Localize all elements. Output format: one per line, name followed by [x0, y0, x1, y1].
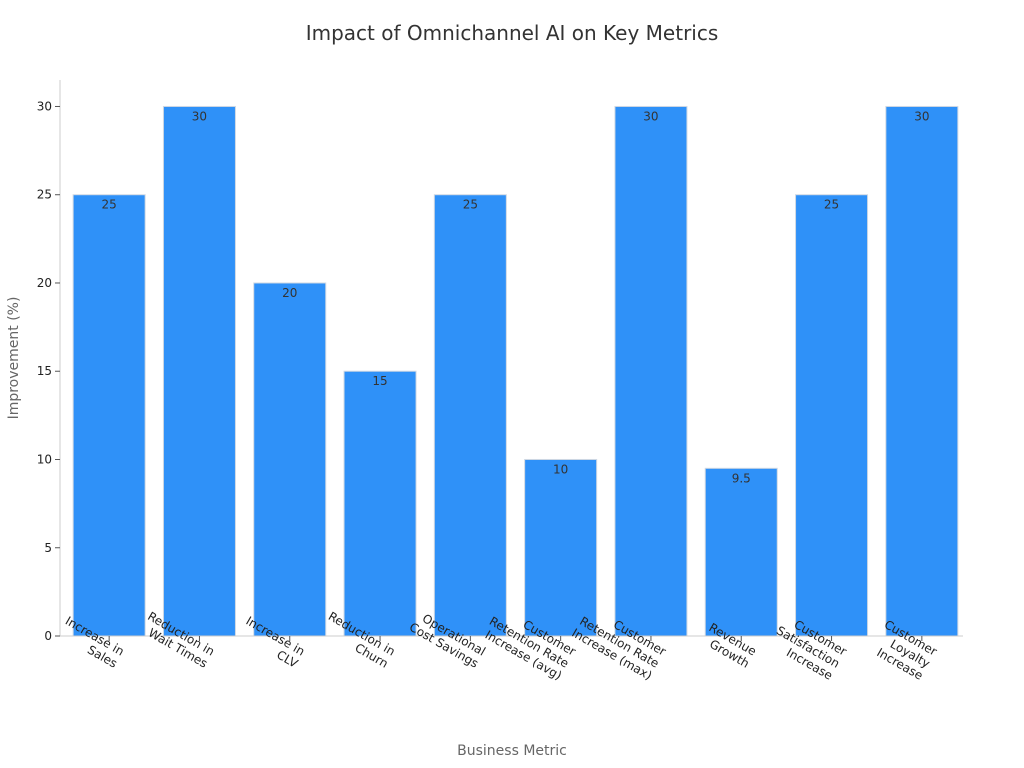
bar-data-label: 15: [372, 374, 387, 388]
y-tick-label: 25: [37, 188, 52, 202]
y-tick-label: 15: [37, 364, 52, 378]
bar: [253, 282, 327, 637]
y-axis-title: Improvement (%): [6, 297, 22, 420]
bar-data-label: 25: [824, 198, 839, 212]
bar-data-label: 20: [282, 286, 297, 300]
bar: [885, 105, 959, 637]
bar: [704, 467, 778, 637]
bar: [524, 458, 598, 637]
bar-data-label: 30: [192, 109, 207, 123]
y-tick-label: 10: [37, 452, 52, 466]
bar: [433, 194, 507, 637]
bar: [72, 194, 146, 637]
bar-data-label: 25: [463, 198, 478, 212]
bar: [343, 370, 417, 637]
y-tick-label: 20: [37, 276, 52, 290]
axes-layer: 0 5 10 15 20 25 30: [37, 80, 963, 643]
y-tick-label: 5: [44, 541, 52, 555]
bar: [162, 105, 236, 637]
bar: [795, 194, 869, 637]
bar-data-label: 30: [643, 109, 658, 123]
bar: [614, 105, 688, 637]
bar-data-label: 30: [914, 109, 929, 123]
x-tick-label: CustomerSatisfactionIncrease: [767, 611, 849, 683]
x-axis-title: Business Metric: [457, 743, 567, 759]
y-tick-label: 0: [44, 629, 52, 643]
bars-layer: [72, 105, 959, 637]
chart-title: Impact of Omnichannel AI on Key Metrics: [306, 21, 719, 45]
bar-data-label: 10: [553, 462, 568, 476]
bar-data-label: 25: [102, 198, 117, 212]
y-tick-label: 30: [37, 99, 52, 113]
bar-data-label: 9.5: [732, 471, 751, 485]
